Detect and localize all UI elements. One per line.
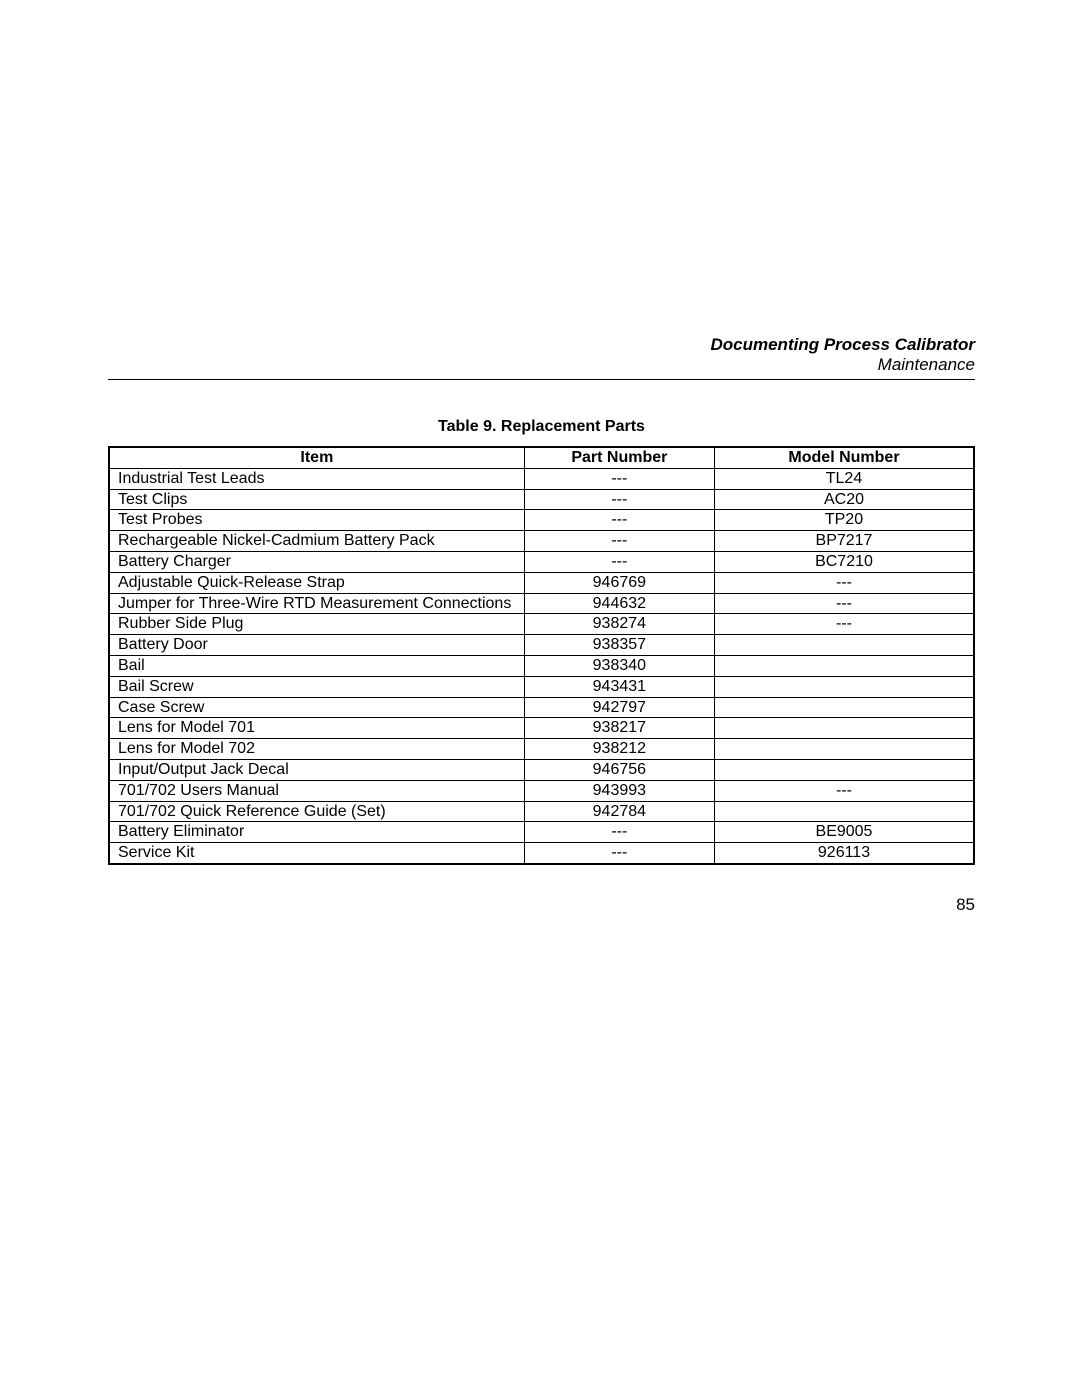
cell-item: Lens for Model 702 [109,739,524,760]
table-row: Rubber Side Plug938274--- [109,614,974,635]
cell-part-number: --- [524,510,714,531]
cell-model-number: 926113 [714,843,974,864]
cell-model-number: BP7217 [714,531,974,552]
table-row: Industrial Test Leads---TL24 [109,468,974,489]
cell-part-number: --- [524,489,714,510]
col-header-part: Part Number [524,447,714,468]
col-header-item: Item [109,447,524,468]
table-row: Lens for Model 701938217 [109,718,974,739]
table-row: Adjustable Quick-Release Strap946769--- [109,572,974,593]
table-row: Jumper for Three-Wire RTD Measurement Co… [109,593,974,614]
cell-item: Jumper for Three-Wire RTD Measurement Co… [109,593,524,614]
cell-model-number: --- [714,614,974,635]
cell-item: Battery Door [109,635,524,656]
page-number: 85 [956,895,975,915]
cell-item: Bail Screw [109,676,524,697]
cell-item: Lens for Model 701 [109,718,524,739]
cell-part-number: --- [524,531,714,552]
cell-part-number: 946769 [524,572,714,593]
replacement-parts-table: Item Part Number Model Number Industrial… [108,446,975,865]
cell-item: 701/702 Users Manual [109,780,524,801]
cell-part-number: 942784 [524,801,714,822]
col-header-model: Model Number [714,447,974,468]
cell-part-number: --- [524,468,714,489]
table-row: Bail Screw943431 [109,676,974,697]
cell-model-number [714,718,974,739]
table-row: Bail938340 [109,655,974,676]
cell-item: Adjustable Quick-Release Strap [109,572,524,593]
cell-item: Test Probes [109,510,524,531]
cell-part-number: 942797 [524,697,714,718]
cell-model-number [714,697,974,718]
cell-model-number: --- [714,572,974,593]
table-row: 701/702 Quick Reference Guide (Set)94278… [109,801,974,822]
cell-part-number: --- [524,843,714,864]
cell-part-number: 938274 [524,614,714,635]
table-row: Test Probes---TP20 [109,510,974,531]
cell-item: Rubber Side Plug [109,614,524,635]
doc-subtitle: Maintenance [108,355,975,379]
doc-title: Documenting Process Calibrator [108,335,975,355]
cell-model-number: TP20 [714,510,974,531]
cell-model-number [714,676,974,697]
cell-model-number: BE9005 [714,822,974,843]
page: Documenting Process Calibrator Maintenan… [0,0,1080,1397]
table-row: Battery Charger---BC7210 [109,551,974,572]
table-row: Battery Eliminator---BE9005 [109,822,974,843]
cell-model-number: TL24 [714,468,974,489]
header-rule [108,379,975,380]
table-row: Lens for Model 702938212 [109,739,974,760]
table-row: Test Clips---AC20 [109,489,974,510]
cell-part-number: 946756 [524,759,714,780]
cell-part-number: 944632 [524,593,714,614]
table-header-row: Item Part Number Model Number [109,447,974,468]
table-row: Case Screw942797 [109,697,974,718]
cell-model-number [714,759,974,780]
table-row: 701/702 Users Manual943993--- [109,780,974,801]
page-header: Documenting Process Calibrator Maintenan… [108,335,975,380]
cell-item: Battery Charger [109,551,524,572]
cell-model-number [714,801,974,822]
table-caption: Table 9. Replacement Parts [108,418,975,436]
cell-model-number [714,655,974,676]
cell-part-number: 938217 [524,718,714,739]
cell-item: Case Screw [109,697,524,718]
cell-model-number [714,635,974,656]
cell-item: Input/Output Jack Decal [109,759,524,780]
cell-item: 701/702 Quick Reference Guide (Set) [109,801,524,822]
cell-item: Industrial Test Leads [109,468,524,489]
table-row: Rechargeable Nickel-Cadmium Battery Pack… [109,531,974,552]
table-row: Battery Door938357 [109,635,974,656]
cell-part-number: 938340 [524,655,714,676]
cell-item: Battery Eliminator [109,822,524,843]
cell-item: Service Kit [109,843,524,864]
cell-model-number: --- [714,593,974,614]
replacement-parts-section: Table 9. Replacement Parts Item Part Num… [108,418,975,865]
cell-part-number: --- [524,822,714,843]
cell-part-number: 938357 [524,635,714,656]
cell-item: Test Clips [109,489,524,510]
cell-item: Rechargeable Nickel-Cadmium Battery Pack [109,531,524,552]
cell-part-number: 943431 [524,676,714,697]
table-row: Input/Output Jack Decal946756 [109,759,974,780]
cell-part-number: 943993 [524,780,714,801]
cell-model-number: --- [714,780,974,801]
cell-model-number [714,739,974,760]
cell-part-number: 938212 [524,739,714,760]
cell-model-number: AC20 [714,489,974,510]
cell-model-number: BC7210 [714,551,974,572]
cell-item: Bail [109,655,524,676]
table-row: Service Kit---926113 [109,843,974,864]
cell-part-number: --- [524,551,714,572]
